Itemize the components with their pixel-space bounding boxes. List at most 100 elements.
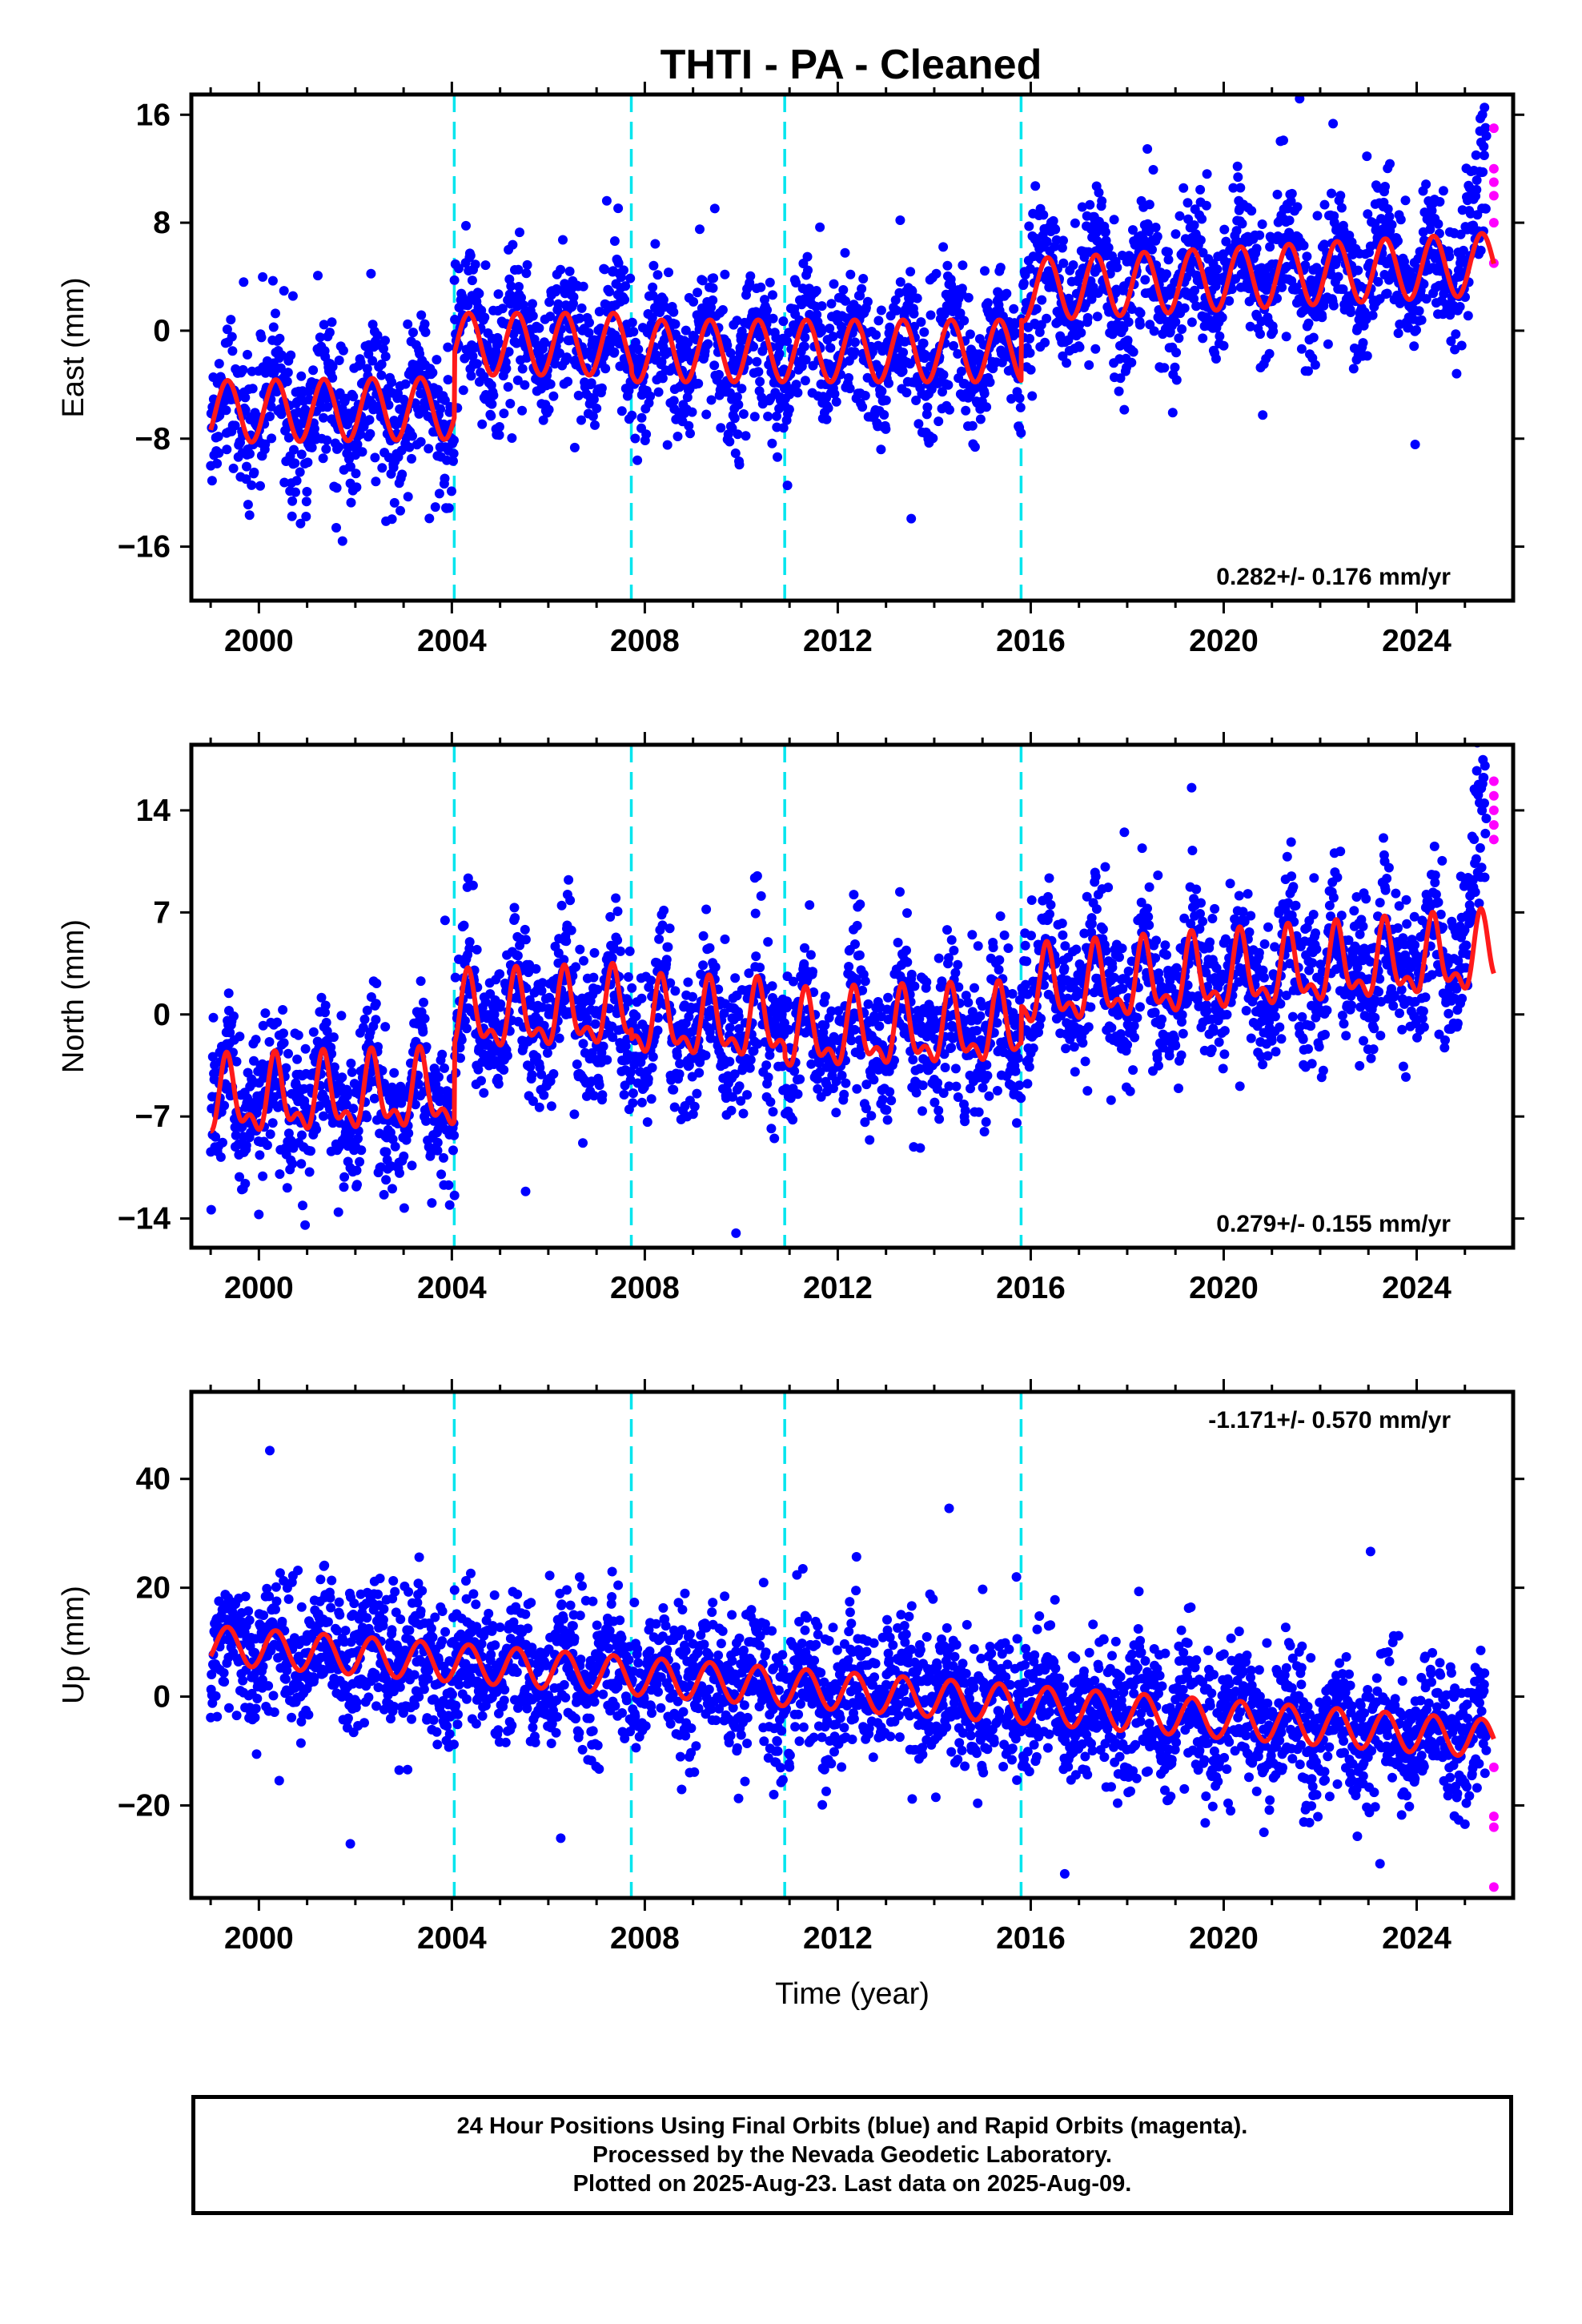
data-point xyxy=(643,1074,653,1084)
data-point xyxy=(975,1011,986,1021)
data-point xyxy=(380,336,390,346)
data-point xyxy=(938,370,949,380)
data-point xyxy=(260,1008,271,1019)
data-point xyxy=(729,413,740,424)
data-point xyxy=(1018,278,1029,288)
data-point xyxy=(652,270,663,280)
data-point xyxy=(365,428,375,439)
data-point xyxy=(564,875,574,885)
y-axis-label: East (mm) xyxy=(57,277,90,417)
data-point xyxy=(462,1023,472,1034)
data-point xyxy=(1480,203,1491,214)
data-point xyxy=(820,991,830,1002)
data-point xyxy=(562,352,572,363)
data-point xyxy=(669,1084,679,1095)
data-point xyxy=(333,1207,343,1217)
data-point xyxy=(808,967,817,977)
data-point xyxy=(623,996,633,1007)
data-point xyxy=(942,260,953,271)
data-point xyxy=(815,222,825,232)
data-point xyxy=(784,328,794,338)
data-point xyxy=(1074,342,1085,352)
data-point xyxy=(738,409,749,419)
data-point xyxy=(355,429,366,440)
data-point xyxy=(970,983,979,993)
data-point xyxy=(1150,223,1161,232)
data-point xyxy=(831,1108,841,1118)
data-point xyxy=(950,967,961,978)
data-point xyxy=(648,282,658,292)
data-point xyxy=(1255,230,1265,240)
data-point xyxy=(648,260,659,271)
data-point xyxy=(276,409,287,420)
data-point xyxy=(494,422,504,432)
data-point xyxy=(345,461,355,472)
data-point xyxy=(616,406,627,416)
data-point xyxy=(627,317,637,328)
data-point xyxy=(558,235,568,245)
data-point xyxy=(1135,308,1146,318)
data-point xyxy=(751,951,761,962)
data-point xyxy=(444,503,454,513)
data-point xyxy=(1451,329,1461,340)
data-point xyxy=(768,290,777,300)
data-point xyxy=(1007,989,1018,999)
data-point xyxy=(1140,275,1150,285)
data-point xyxy=(1247,206,1257,216)
data-point xyxy=(393,388,403,399)
data-point xyxy=(499,1065,509,1075)
data-point xyxy=(450,972,460,983)
data-point xyxy=(720,934,730,944)
data-point xyxy=(561,936,572,947)
data-point xyxy=(755,376,765,387)
data-point xyxy=(319,412,328,423)
data-point xyxy=(573,390,584,400)
data-point xyxy=(960,1105,970,1116)
data-point xyxy=(420,319,430,329)
data-point xyxy=(624,946,635,956)
data-point xyxy=(371,1015,381,1025)
data-point xyxy=(448,448,459,459)
data-point xyxy=(710,962,721,972)
data-point xyxy=(449,275,460,285)
data-point xyxy=(845,269,856,279)
plot-area-east xyxy=(206,94,1499,601)
data-point xyxy=(569,1109,580,1120)
data-point xyxy=(362,364,372,374)
x-tick-label: 2008 xyxy=(610,624,680,658)
data-point xyxy=(965,329,975,340)
data-point xyxy=(264,1037,275,1047)
data-point xyxy=(334,356,344,365)
data-point xyxy=(670,986,681,996)
data-point xyxy=(882,1115,893,1125)
data-point xyxy=(619,265,628,275)
data-point xyxy=(522,259,532,270)
data-point xyxy=(407,1160,417,1171)
data-point xyxy=(265,1129,275,1140)
data-point xyxy=(984,1091,994,1101)
data-point xyxy=(291,487,300,497)
data-point xyxy=(645,391,656,401)
data-point xyxy=(725,436,735,447)
data-point xyxy=(1142,144,1153,154)
data-point xyxy=(387,514,397,525)
data-point xyxy=(829,279,839,289)
data-point xyxy=(934,1105,944,1116)
data-point xyxy=(628,1098,638,1108)
data-point xyxy=(1480,123,1491,133)
data-point xyxy=(357,447,367,457)
data-point xyxy=(520,935,531,945)
data-point xyxy=(275,1169,285,1180)
data-point xyxy=(515,227,524,238)
data-point xyxy=(979,388,990,399)
data-point xyxy=(377,463,387,473)
data-point xyxy=(963,997,974,1007)
data-point xyxy=(219,1100,230,1111)
data-point xyxy=(311,1124,322,1135)
data-point xyxy=(1197,214,1207,224)
data-point xyxy=(440,395,450,405)
data-point xyxy=(627,983,637,993)
data-point xyxy=(321,444,331,454)
data-point xyxy=(1159,363,1170,373)
data-point xyxy=(282,1183,292,1193)
